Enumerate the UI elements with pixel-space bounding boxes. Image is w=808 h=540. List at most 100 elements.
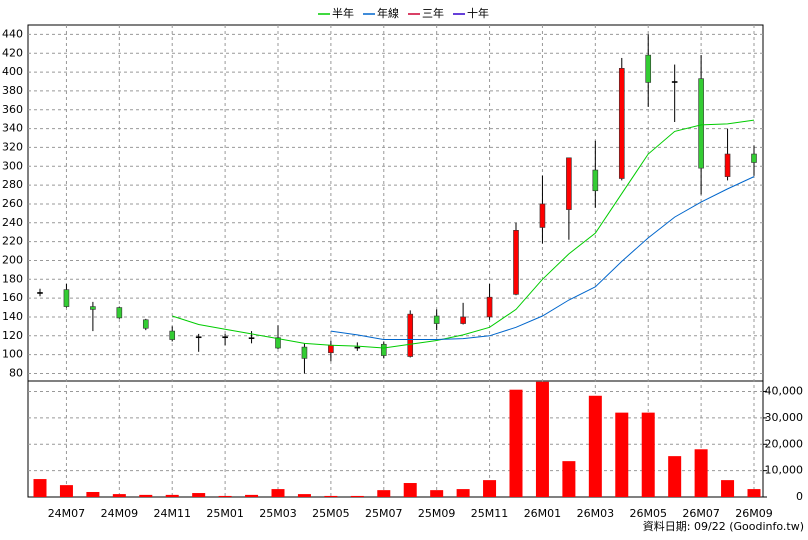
x-tick-label: 25M01 — [206, 507, 244, 520]
volume-bar — [112, 494, 126, 497]
legend-label: 半年 — [332, 6, 354, 20]
volume-frame — [27, 380, 764, 498]
candle-body — [301, 346, 308, 359]
candle-body — [222, 336, 228, 339]
x-tick-label: 25M09 — [418, 507, 456, 520]
candle-body — [142, 319, 149, 329]
y-tick-label: 300 — [2, 159, 23, 172]
candle-body — [671, 81, 678, 83]
y-tick-label: 340 — [2, 122, 23, 135]
y-tick-label: 360 — [2, 103, 23, 116]
candle-body — [724, 153, 731, 177]
y-tick-label: 100 — [2, 348, 23, 361]
x-tick-label: 25M11 — [471, 507, 509, 520]
y-tick-label: 200 — [2, 253, 23, 266]
candle-body — [380, 343, 387, 356]
y2-tick-label: 40,000 — [765, 385, 804, 398]
x-tick-label: 26M05 — [629, 507, 667, 520]
candle-body — [407, 313, 414, 357]
y2-tick-label: 0 — [796, 490, 803, 503]
volume-bar — [59, 485, 73, 497]
candle-body — [618, 68, 625, 179]
x-tick-label: 25M05 — [312, 507, 350, 520]
x-tick-label: 24M07 — [48, 507, 86, 520]
candle-body — [433, 315, 440, 324]
candle-body — [248, 337, 255, 339]
y-tick-label: 380 — [2, 84, 23, 97]
x-tick-label: 24M09 — [101, 507, 139, 520]
y-tick-label: 440 — [2, 27, 23, 40]
source-note: 資料日期: 09/22 (Goodinfo.tw) — [643, 519, 804, 533]
y-tick-label: 420 — [2, 46, 23, 59]
x-tick-label: 26M09 — [735, 507, 773, 520]
x-tick-label: 25M07 — [365, 507, 403, 520]
candle-body — [195, 336, 202, 339]
volume-bar — [350, 495, 364, 497]
candle-body — [328, 344, 334, 354]
volume-bar — [588, 395, 602, 497]
volume-bar — [562, 461, 576, 497]
ma-line — [330, 176, 755, 341]
y-tick-label: 400 — [2, 65, 23, 78]
candle-body — [169, 330, 176, 340]
candle-body — [63, 289, 70, 307]
volume-bar — [535, 381, 549, 497]
volume-bar — [615, 412, 629, 497]
y-tick-label: 160 — [2, 291, 23, 304]
y-tick-label: 140 — [2, 310, 23, 323]
volume-bar — [377, 490, 391, 497]
candle-body — [116, 307, 123, 319]
x-tick-label: 26M03 — [577, 507, 615, 520]
candle-body — [751, 153, 757, 163]
y-tick-label: 240 — [2, 216, 23, 229]
volume-bar — [456, 489, 470, 497]
candle-body — [645, 54, 652, 83]
volume-bar — [165, 494, 179, 497]
volume-bar — [721, 480, 735, 497]
ma-line — [172, 119, 755, 349]
volume-bar — [245, 494, 259, 497]
volume-bar — [297, 494, 311, 497]
candle-body — [486, 296, 493, 318]
y2-tick-label: 10,000 — [765, 464, 804, 477]
volume-bar — [324, 495, 338, 497]
volume-bar — [86, 491, 100, 497]
x-tick-label: 24M11 — [153, 507, 191, 520]
volume-bar — [509, 389, 523, 497]
candle-body — [592, 169, 599, 192]
volume-bar — [403, 483, 417, 497]
legend-label: 三年 — [422, 6, 444, 20]
volume-bar — [641, 412, 655, 497]
volume-bar — [271, 489, 285, 497]
volume-bar — [33, 479, 47, 497]
y2-tick-label: 30,000 — [765, 411, 804, 424]
volume-bar — [430, 490, 444, 497]
y-tick-label: 320 — [2, 140, 23, 153]
candle-body — [460, 316, 466, 324]
volume-bar — [483, 480, 497, 497]
x-tick-label: 26M07 — [682, 507, 720, 520]
y2-tick-label: 20,000 — [765, 437, 804, 450]
y-tick-label: 260 — [2, 197, 23, 210]
price-frame — [27, 24, 764, 382]
candle-body — [566, 157, 572, 210]
candle-body — [539, 203, 546, 228]
y-tick-label: 80 — [9, 366, 23, 379]
legend-label: 年線 — [377, 6, 399, 20]
candle-body — [513, 230, 519, 295]
y-tick-label: 120 — [2, 329, 23, 342]
x-tick-label: 26M01 — [524, 507, 562, 520]
y-tick-label: 280 — [2, 178, 23, 191]
candle-body — [698, 78, 704, 169]
x-tick-label: 25M03 — [259, 507, 297, 520]
candle-body — [275, 337, 281, 349]
volume-bar — [139, 494, 153, 497]
candle-body — [354, 346, 361, 349]
candle-body — [37, 292, 43, 294]
y-tick-label: 180 — [2, 272, 23, 285]
volume-bar — [668, 456, 682, 497]
volume-bar — [218, 495, 232, 497]
y-tick-label: 220 — [2, 235, 23, 248]
volume-bar — [747, 489, 761, 497]
volume-bar — [694, 449, 708, 497]
